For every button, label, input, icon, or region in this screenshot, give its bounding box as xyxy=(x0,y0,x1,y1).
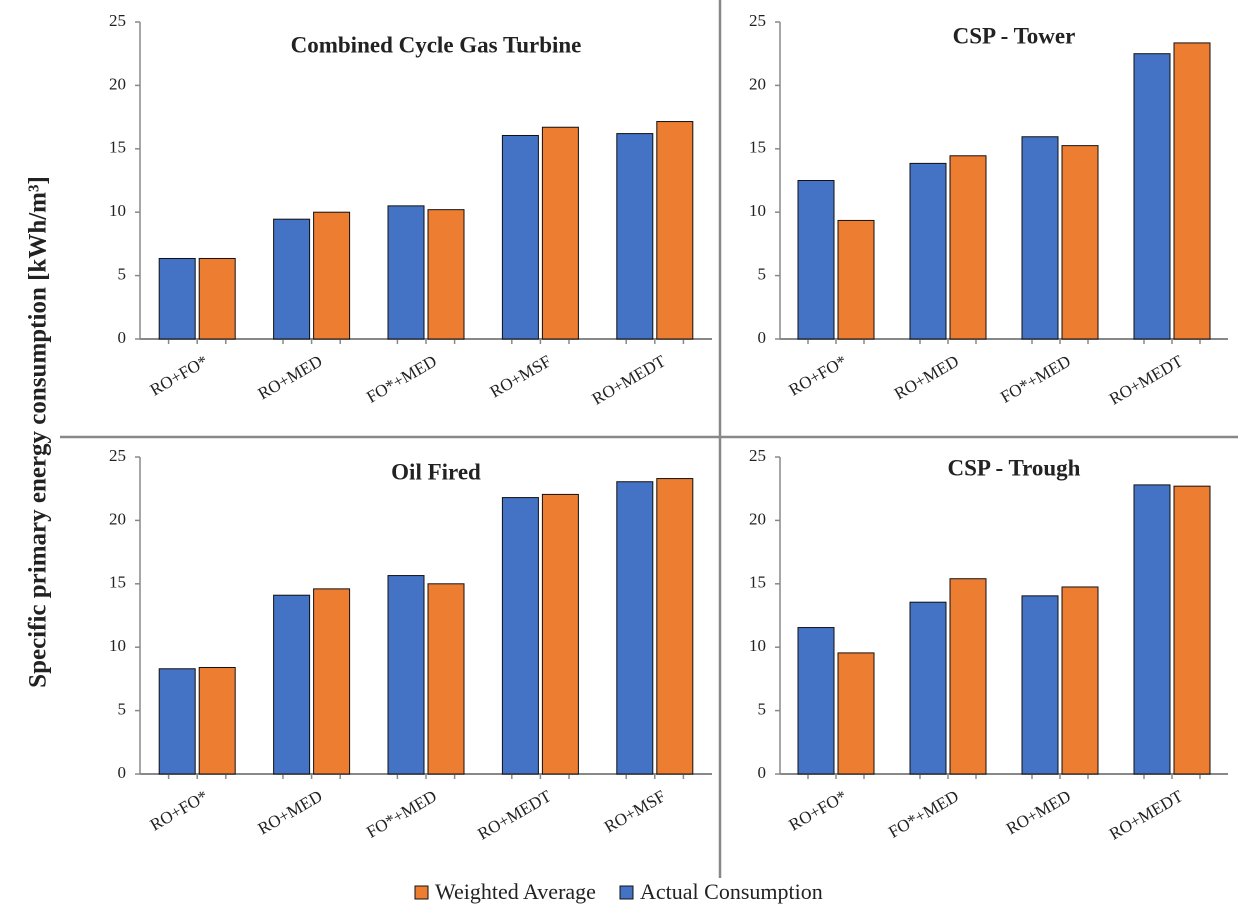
bar xyxy=(797,180,835,340)
bar xyxy=(837,652,875,775)
x-tick-label: FO*+MED xyxy=(997,351,1074,406)
y-tick-label: 15 xyxy=(109,573,126,592)
y-tick-label: 5 xyxy=(758,700,767,719)
chart-title: Oil Fired xyxy=(391,459,481,484)
bar xyxy=(1173,42,1211,340)
x-tick-label: RO+MED xyxy=(255,351,326,403)
bar xyxy=(387,575,425,775)
x-tick-label: RO+FO* xyxy=(147,351,211,399)
bar xyxy=(1021,136,1059,340)
bar xyxy=(797,627,835,775)
y-axis-label: Specific primary energy consumption [kWh… xyxy=(25,176,52,688)
x-tick-label: RO+MED xyxy=(891,351,962,403)
y-tick-label: 5 xyxy=(758,265,767,284)
bar xyxy=(541,493,579,775)
x-tick-label: RO+MEDT xyxy=(1106,786,1186,843)
y-tick-label: 15 xyxy=(749,138,766,157)
x-tick-label: FO*+MED xyxy=(363,786,440,841)
bar xyxy=(1173,485,1211,775)
chart-title: CSP - Trough xyxy=(948,455,1081,480)
y-tick-label: 10 xyxy=(109,636,126,655)
bar xyxy=(541,126,579,340)
bar xyxy=(387,205,425,340)
y-tick-label: 0 xyxy=(758,328,767,347)
y-tick-label: 15 xyxy=(109,138,126,157)
y-tick-label: 25 xyxy=(749,11,766,30)
y-tick-label: 25 xyxy=(749,446,766,465)
y-tick-label: 10 xyxy=(749,201,766,220)
bar xyxy=(313,211,351,340)
bar xyxy=(1061,586,1099,775)
x-tick-label: RO+MEDT xyxy=(589,351,669,408)
bar xyxy=(273,218,311,340)
y-tick-label: 10 xyxy=(749,636,766,655)
bar xyxy=(909,601,947,775)
x-tick-label: RO+MED xyxy=(1003,786,1074,838)
bar xyxy=(616,133,654,340)
legend-label: Weighted Average xyxy=(435,879,596,904)
y-tick-label: 20 xyxy=(109,509,126,528)
bar xyxy=(837,219,875,340)
bar xyxy=(909,162,947,340)
bar xyxy=(198,257,236,340)
bar xyxy=(427,583,465,775)
bar xyxy=(158,668,196,775)
bar xyxy=(949,155,987,340)
y-tick-label: 25 xyxy=(109,446,126,465)
chart-title: CSP - Tower xyxy=(953,23,1076,48)
y-tick-label: 0 xyxy=(118,763,127,782)
bar xyxy=(949,578,987,775)
bar xyxy=(616,481,654,775)
x-tick-label: FO*+MED xyxy=(363,351,440,406)
bar xyxy=(656,478,694,775)
legend-swatch xyxy=(414,885,429,900)
y-tick-label: 5 xyxy=(118,265,127,284)
bar xyxy=(501,497,539,775)
y-tick-label: 25 xyxy=(109,11,126,30)
y-tick-label: 15 xyxy=(749,573,766,592)
x-tick-label: RO+MSF xyxy=(601,786,669,836)
x-tick-label: RO+MEDT xyxy=(1106,351,1186,408)
bar xyxy=(1133,53,1171,340)
y-tick-label: 20 xyxy=(109,74,126,93)
y-tick-label: 0 xyxy=(118,328,127,347)
bar xyxy=(313,588,351,775)
bar xyxy=(427,209,465,340)
x-tick-label: RO+FO* xyxy=(147,786,211,834)
x-tick-label: RO+MED xyxy=(255,786,326,838)
legend-swatch xyxy=(619,885,634,900)
bar xyxy=(1061,145,1099,340)
y-tick-label: 20 xyxy=(749,509,766,528)
bar xyxy=(656,121,694,340)
y-tick-label: 5 xyxy=(118,700,127,719)
x-tick-label: RO+FO* xyxy=(786,786,850,834)
bar xyxy=(501,134,539,340)
x-tick-label: RO+FO* xyxy=(786,351,850,399)
legend-label: Actual Consumption xyxy=(640,879,823,904)
x-tick-label: RO+MSF xyxy=(487,351,555,401)
bar xyxy=(1133,484,1171,775)
x-tick-label: FO*+MED xyxy=(885,786,962,841)
y-tick-label: 20 xyxy=(749,74,766,93)
y-tick-label: 0 xyxy=(758,763,767,782)
y-tick-label: 10 xyxy=(109,201,126,220)
bar xyxy=(1021,595,1059,775)
bar xyxy=(198,666,236,775)
chart-title: Combined Cycle Gas Turbine xyxy=(291,32,582,57)
x-tick-label: RO+MEDT xyxy=(474,786,554,843)
bar xyxy=(158,257,196,340)
bar xyxy=(273,594,311,775)
